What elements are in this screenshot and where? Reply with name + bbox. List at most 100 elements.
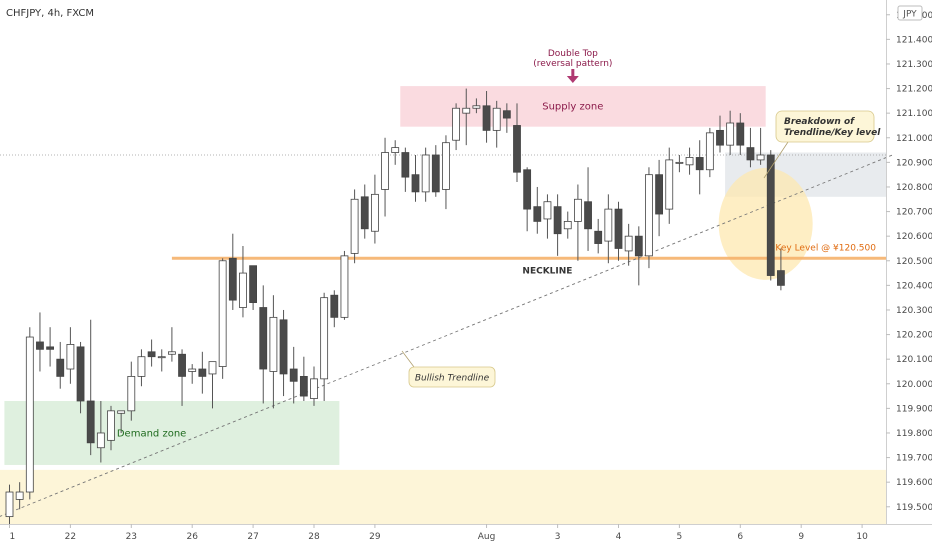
candle[interactable] — [289, 346, 298, 404]
candle[interactable] — [624, 223, 633, 266]
candle[interactable] — [15, 482, 24, 510]
candle[interactable] — [137, 349, 146, 387]
candle[interactable] — [563, 211, 572, 239]
candle[interactable] — [178, 349, 186, 406]
candle[interactable] — [614, 201, 623, 261]
candle[interactable] — [391, 140, 400, 165]
candle[interactable] — [695, 140, 704, 195]
candle-body-bull — [188, 368, 197, 372]
candle[interactable] — [766, 150, 775, 281]
candle[interactable] — [381, 137, 389, 217]
candle[interactable] — [350, 189, 359, 264]
key-level-label: Key Level @ ¥120.500 — [775, 243, 876, 253]
price-axis-label: 121.000 — [896, 134, 932, 144]
candle[interactable] — [198, 351, 207, 394]
candle[interactable] — [96, 400, 105, 463]
candle[interactable] — [107, 405, 115, 451]
candle[interactable] — [320, 292, 329, 401]
candle[interactable] — [117, 410, 126, 433]
candle[interactable] — [411, 154, 420, 202]
candle[interactable] — [66, 327, 75, 384]
candle[interactable] — [147, 339, 156, 367]
candle-body-bear — [523, 169, 532, 210]
candle[interactable] — [492, 100, 501, 148]
candles-layer[interactable] — [5, 88, 785, 527]
candle[interactable] — [726, 110, 735, 155]
candle[interactable] — [472, 98, 481, 114]
currency-badge[interactable] — [897, 5, 923, 21]
candle[interactable] — [86, 319, 95, 456]
candle[interactable] — [543, 194, 552, 239]
candle[interactable] — [5, 484, 14, 527]
candle-body-bear — [76, 346, 85, 402]
candle[interactable] — [228, 233, 237, 310]
candle[interactable] — [259, 285, 268, 404]
candle[interactable] — [340, 250, 349, 320]
breakdown-highlight — [718, 167, 813, 280]
candle[interactable] — [675, 154, 684, 173]
candle[interactable] — [736, 113, 745, 155]
candle[interactable] — [553, 194, 562, 256]
candle[interactable] — [513, 103, 521, 183]
candle[interactable] — [167, 327, 176, 362]
candle[interactable] — [584, 167, 592, 251]
candle[interactable] — [218, 258, 227, 379]
candle[interactable] — [56, 341, 65, 389]
time-axis[interactable]: 1 22 23 26 27 28 29 Aug 3 4 5 6 9 10 — [9, 524, 869, 542]
candle-body-bull — [726, 122, 735, 146]
candle[interactable] — [127, 361, 136, 421]
candle[interactable] — [76, 341, 85, 414]
price-axis-label: 120.700 — [896, 208, 932, 218]
candle[interactable] — [655, 159, 663, 237]
candle[interactable] — [421, 147, 430, 202]
candle[interactable] — [360, 184, 369, 239]
candle[interactable] — [330, 290, 339, 328]
candle[interactable] — [665, 147, 674, 224]
price-axis[interactable]: 121.500121.400121.300121.200121.100121.0… — [886, 11, 932, 513]
candle[interactable] — [746, 127, 755, 168]
candle[interactable] — [46, 327, 54, 367]
candle[interactable] — [188, 364, 197, 384]
candle[interactable] — [533, 186, 542, 234]
candle[interactable] — [310, 366, 318, 406]
candle-body-bull — [137, 356, 146, 377]
candle[interactable] — [452, 103, 461, 151]
candle[interactable] — [645, 167, 653, 269]
candle[interactable] — [594, 218, 603, 254]
time-axis-label: 1 — [10, 532, 16, 542]
candle[interactable] — [401, 147, 410, 192]
candle[interactable] — [239, 246, 247, 318]
candle[interactable] — [502, 103, 511, 133]
candle[interactable] — [716, 115, 724, 153]
candle[interactable] — [523, 167, 532, 232]
candle[interactable] — [157, 349, 166, 372]
candle[interactable] — [431, 145, 440, 197]
candle-body-bull — [167, 351, 176, 355]
candle[interactable] — [482, 91, 491, 143]
candle[interactable] — [756, 127, 765, 165]
candle[interactable] — [705, 127, 714, 178]
candle[interactable] — [685, 147, 694, 175]
candle[interactable] — [36, 312, 44, 372]
candle[interactable] — [299, 356, 308, 401]
candle-body-bear — [736, 122, 745, 146]
candle[interactable] — [574, 184, 582, 261]
candle[interactable] — [269, 295, 278, 409]
candle[interactable] — [25, 327, 34, 500]
candle[interactable] — [462, 88, 471, 146]
price-axis-label: 121.400 — [896, 35, 932, 45]
candle[interactable] — [634, 226, 643, 286]
candle[interactable] — [249, 265, 258, 310]
candle[interactable] — [442, 135, 450, 210]
candle[interactable] — [370, 174, 379, 244]
candle[interactable] — [208, 361, 217, 409]
price-axis-label: 121.300 — [896, 60, 932, 70]
candle-body-bear — [198, 368, 207, 377]
candle[interactable] — [777, 248, 785, 291]
candle[interactable] — [279, 309, 288, 397]
price-axis-label: 120.000 — [896, 380, 932, 390]
candle[interactable] — [604, 194, 613, 264]
double-top-title: Double Top — [548, 49, 598, 59]
candle-body-bull — [563, 221, 572, 230]
